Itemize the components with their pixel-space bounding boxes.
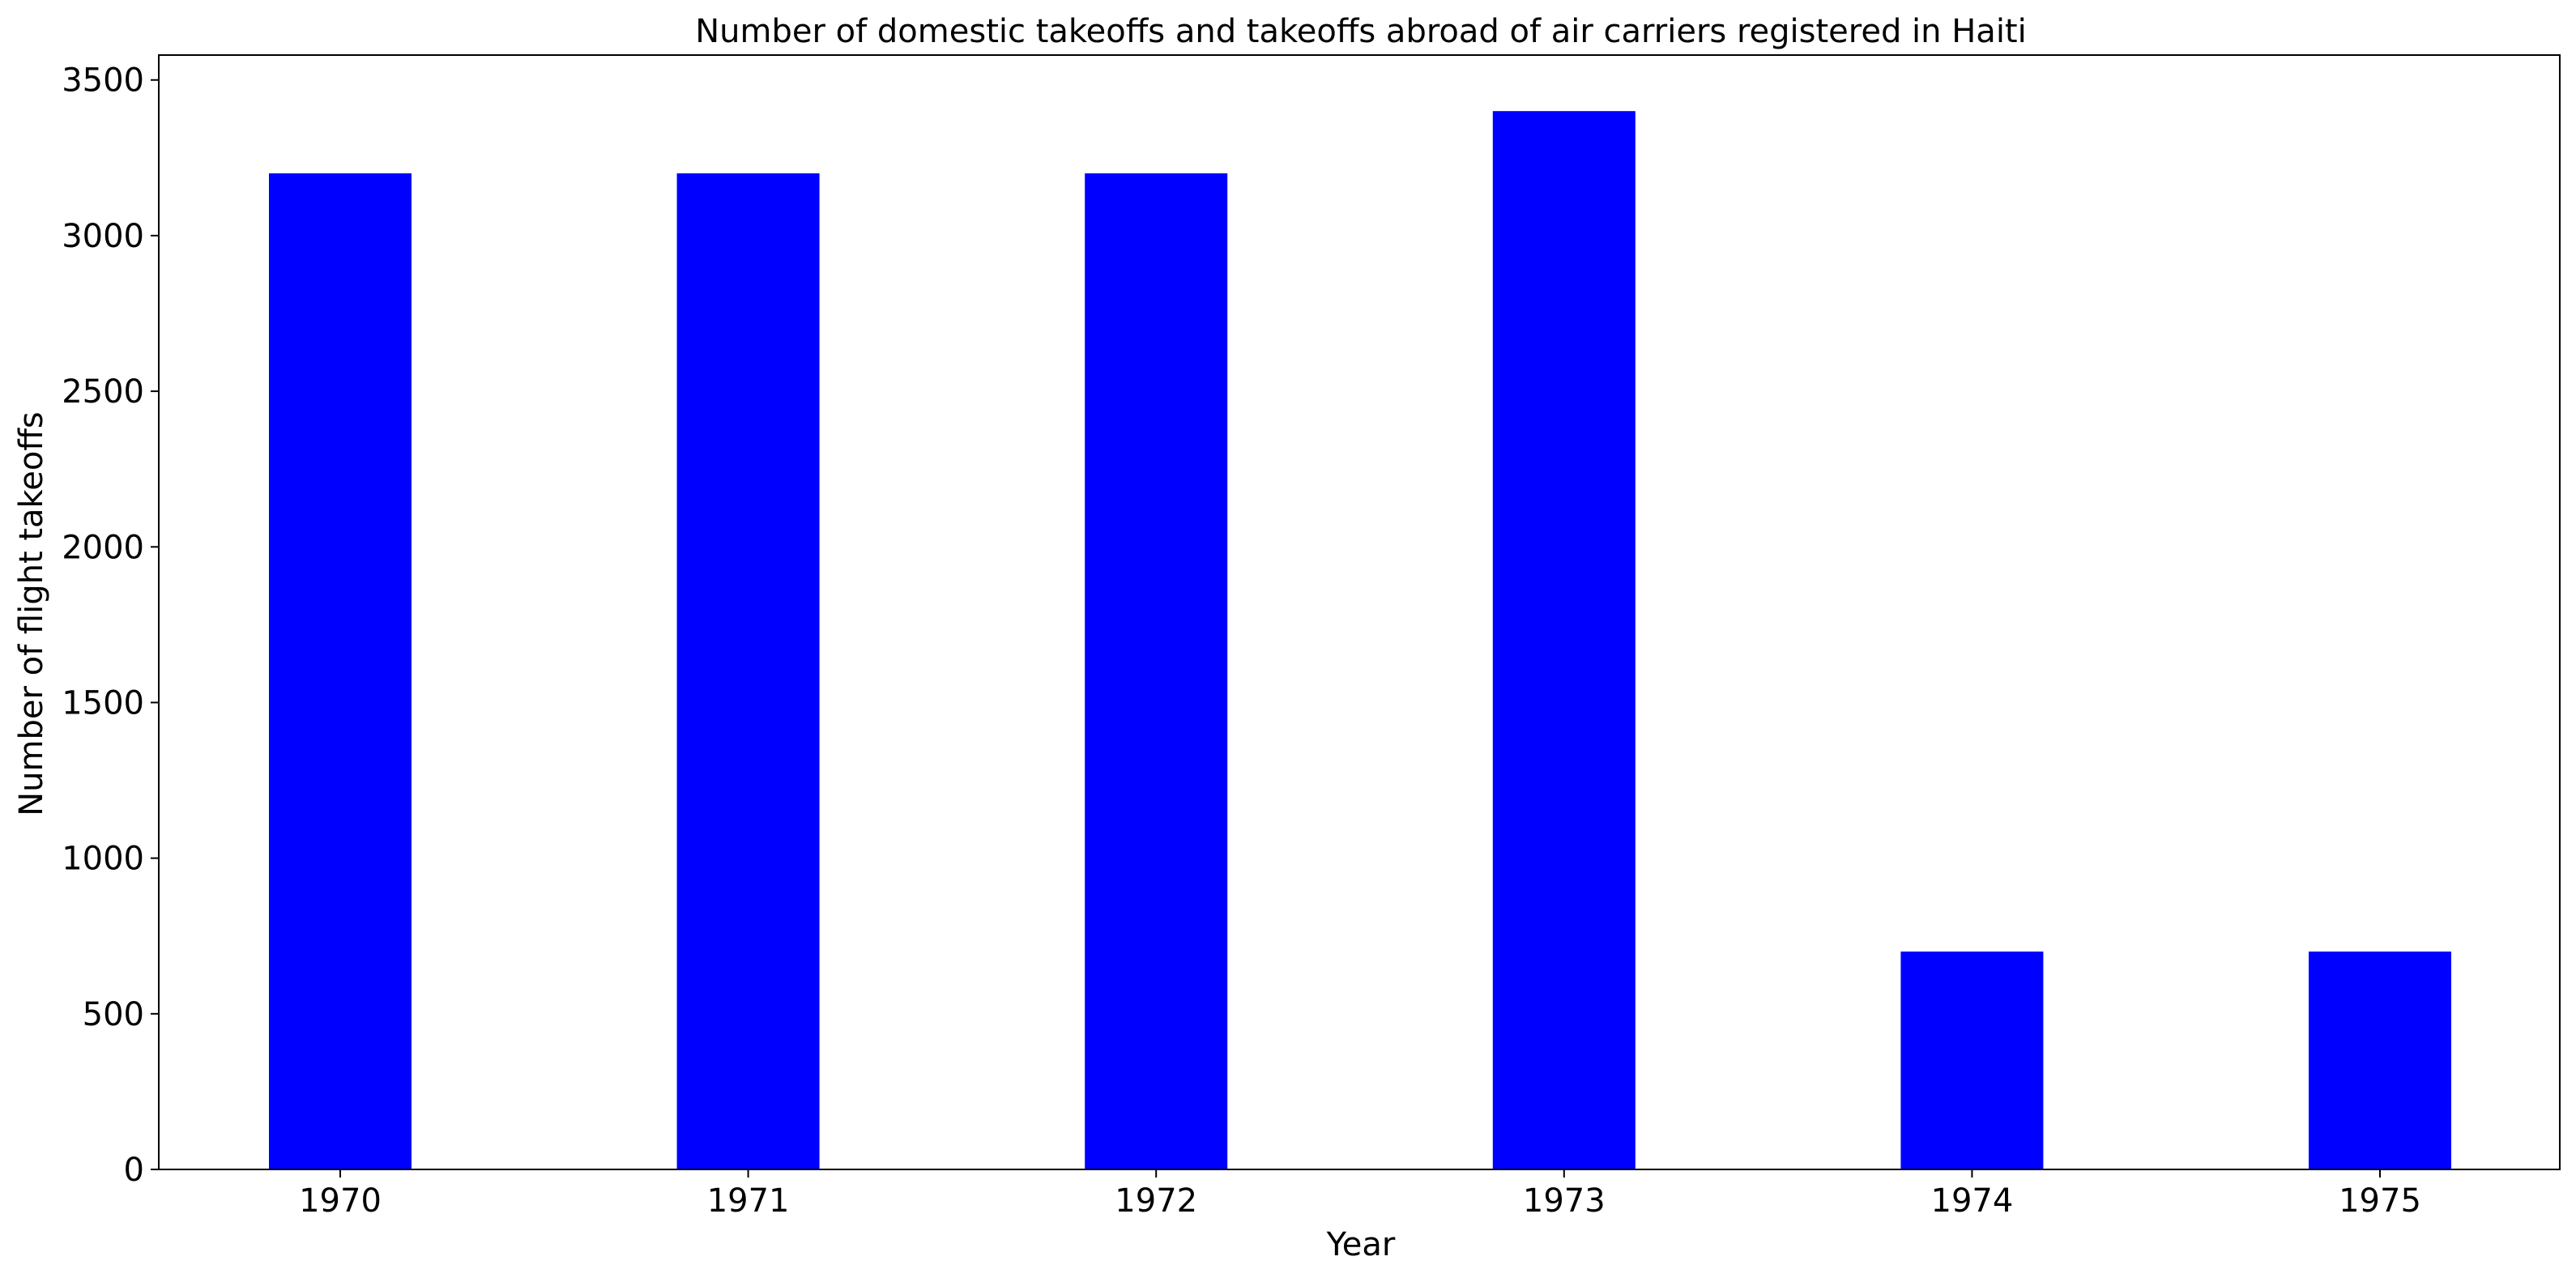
y-tick-label: 2000 bbox=[62, 529, 144, 566]
bar-1972 bbox=[1085, 173, 1228, 1169]
x-tick-label: 1975 bbox=[2339, 1182, 2421, 1220]
x-axis-label: Year bbox=[1326, 1226, 1396, 1263]
x-tick-label: 1974 bbox=[1931, 1182, 2014, 1220]
x-tick-label: 1973 bbox=[1523, 1182, 1606, 1220]
y-tick-label: 3000 bbox=[62, 218, 144, 255]
bar-1973 bbox=[1492, 111, 1636, 1170]
bar-1970 bbox=[269, 173, 412, 1169]
y-tick-label: 0 bbox=[124, 1152, 144, 1189]
y-axis: 0 500 1000 1500 2000 2500 3000 3500 bbox=[62, 62, 159, 1189]
y-tick-label: 500 bbox=[83, 996, 144, 1033]
x-tick-label: 1971 bbox=[707, 1182, 790, 1220]
x-tick-label: 1970 bbox=[299, 1182, 382, 1220]
bar-1975 bbox=[2309, 951, 2451, 1169]
chart-title: Number of domestic takeoffs and takeoffs… bbox=[695, 13, 2026, 50]
plot-frame bbox=[158, 54, 2561, 1170]
bar-1971 bbox=[676, 173, 820, 1169]
x-axis: 1970 1971 1972 1973 1974 1975 bbox=[299, 1169, 2421, 1220]
x-tick-label: 1972 bbox=[1115, 1182, 1197, 1220]
y-tick-label: 1500 bbox=[62, 684, 144, 722]
bars-layer bbox=[269, 111, 2451, 1170]
bar-1974 bbox=[1900, 951, 2044, 1169]
y-tick-label: 1000 bbox=[62, 841, 144, 878]
y-tick-label: 3500 bbox=[62, 62, 144, 100]
y-tick-label: 2500 bbox=[62, 373, 144, 411]
y-axis-label: Number of flight takeoffs bbox=[13, 411, 50, 816]
